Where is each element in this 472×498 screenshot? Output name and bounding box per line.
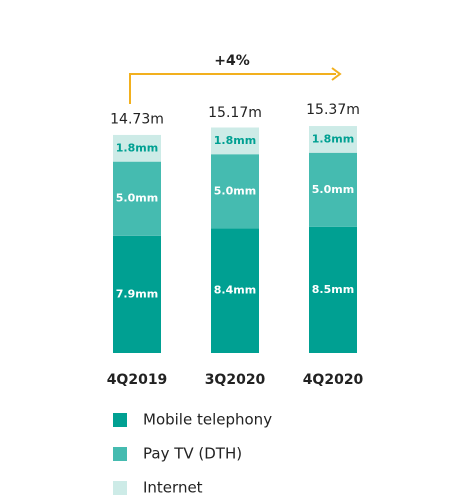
bar-segment xyxy=(211,228,259,353)
legend-label: Pay TV (DTH) xyxy=(143,445,242,463)
bar-segment xyxy=(309,152,357,227)
bar-segment xyxy=(113,235,161,353)
bar-segment xyxy=(211,154,259,229)
legend-swatch xyxy=(113,447,127,461)
value-label: 1.8mm xyxy=(116,141,158,154)
growth-arrow xyxy=(129,73,336,104)
bar-segment xyxy=(113,161,161,236)
x-tick-label: 4Q2020 xyxy=(303,372,364,388)
total-label: 15.37m xyxy=(306,102,360,118)
annotation: +4% xyxy=(214,53,250,69)
value-label: 8.4mm xyxy=(214,284,256,297)
total-label: 15.17m xyxy=(208,105,262,121)
value-label: 8.5mm xyxy=(312,283,354,296)
x-tick-label: 4Q2019 xyxy=(107,372,168,388)
legend-label: Internet xyxy=(143,479,203,497)
bar-segment xyxy=(113,134,161,162)
value-label: 5.0mm xyxy=(116,192,158,205)
legend-label: Mobile telephony xyxy=(143,411,272,429)
bar-segment xyxy=(309,126,357,153)
bar-segment xyxy=(309,226,357,353)
total-label: 14.73m xyxy=(110,111,164,127)
value-label: 7.9mm xyxy=(116,287,158,300)
bar-segment xyxy=(211,127,259,155)
value-label: 1.8mm xyxy=(312,132,354,145)
arrow-head xyxy=(331,67,342,81)
value-label: 5.0mm xyxy=(312,183,354,196)
value-label: 5.0mm xyxy=(214,184,256,197)
legend-swatch xyxy=(113,413,127,427)
legend-swatch xyxy=(113,481,127,495)
x-tick-label: 3Q2020 xyxy=(205,372,266,388)
value-label: 1.8mm xyxy=(214,134,256,147)
